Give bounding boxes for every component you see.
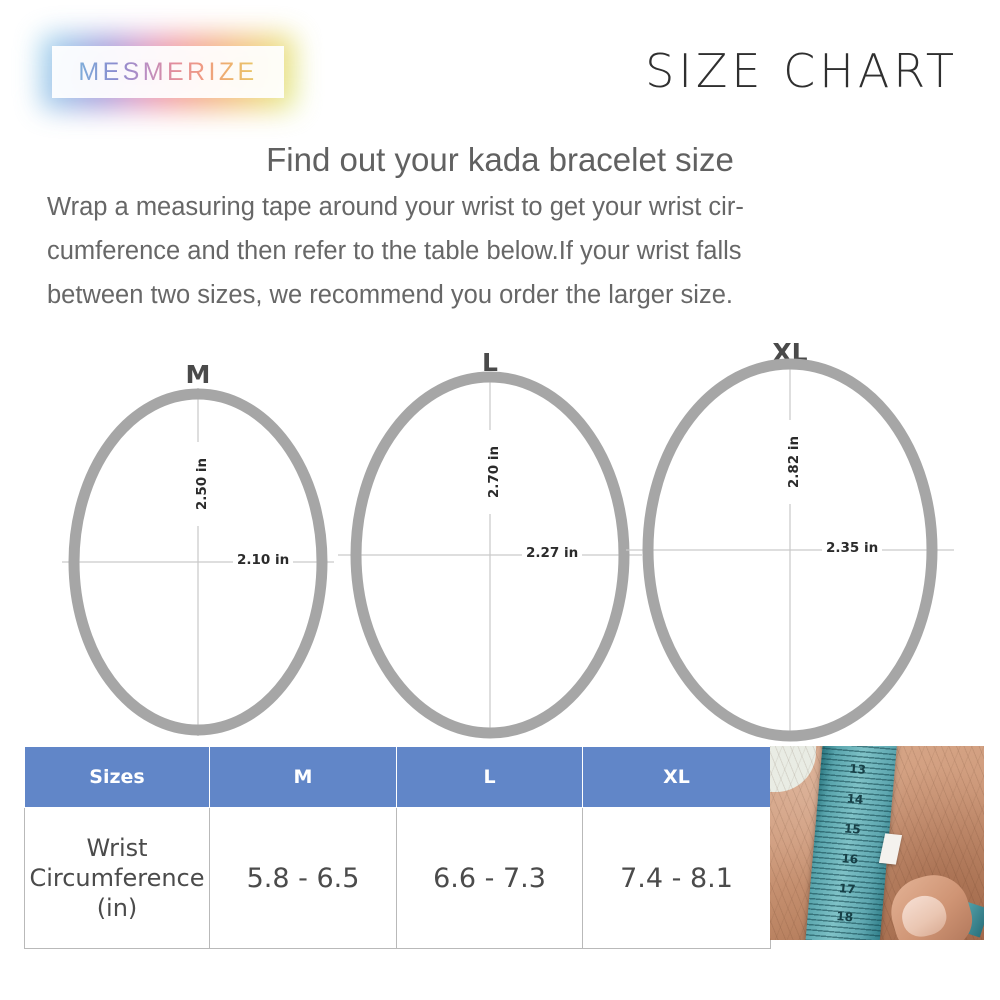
table-row-label-line-1: Wrist (86, 834, 148, 862)
intro-section: Find out your kada bracelet size Wrap a … (0, 140, 1000, 318)
logo-plate (52, 46, 284, 98)
size-table: Sizes M L XL Wrist Circumference (in) 5.… (24, 746, 771, 949)
table-header-l: L (396, 746, 583, 808)
table-row: Wrist Circumference (in) 5.8 - 6.5 6.6 -… (24, 807, 771, 949)
intro-line-3: between two sizes, we recommend you orde… (47, 280, 733, 309)
size-diagram-l: L 2.70 in 2.27 in (330, 348, 650, 742)
table-header-row: Sizes M L XL (24, 746, 771, 808)
size-diagram-l-width-label: 2.27 in (522, 545, 583, 561)
size-diagram-m-height-label: 2.50 in (192, 442, 212, 526)
size-diagram-xl-width-label: 2.35 in (822, 540, 883, 556)
table-header-sizes: Sizes (24, 746, 210, 808)
page-header: MESMERIZE SIZE CHART (0, 0, 1000, 130)
intro-line-1: Wrap a measuring tape around your wrist … (47, 192, 744, 221)
table-header-m: M (209, 746, 397, 808)
size-diagram-m: M 2.50 in 2.10 in (48, 352, 348, 742)
size-diagram-l-shape (338, 371, 642, 739)
table-cell-xl-value: 7.4 - 8.1 (582, 807, 771, 949)
table-row-label-line-3: (in) (96, 894, 138, 922)
table-row-label: Wrist Circumference (in) (24, 807, 210, 949)
size-diagram-xl: XL 2.82 in 2.35 in (620, 338, 960, 742)
table-cell-l-value: 6.6 - 7.3 (396, 807, 583, 949)
size-diagram-xl-shape (626, 358, 954, 742)
table-row-label-line-2: Circumference (29, 864, 205, 892)
table-cell-m-value: 5.8 - 6.5 (209, 807, 397, 949)
logo-wordmark: MESMERIZE (52, 46, 284, 98)
size-diagram-group: M 2.50 in 2.10 in L 2.70 in 2.27 in XL 2… (0, 338, 1000, 742)
wrist-measurement-photo: 13 14 15 16 17 18 (770, 746, 984, 940)
page-title: SIZE CHART (645, 44, 958, 98)
intro-paragraph: Wrap a measuring tape around your wrist … (47, 186, 953, 318)
size-diagram-l-height-label: 2.70 in (484, 430, 504, 514)
table-header-xl: XL (582, 746, 771, 808)
intro-line-2: cumference and then refer to the table b… (47, 236, 742, 265)
size-diagram-m-label: M (185, 360, 211, 389)
brand-logo: MESMERIZE (40, 34, 296, 110)
size-diagram-m-shape (62, 388, 334, 736)
size-diagram-l-label: L (482, 348, 498, 377)
size-diagram-m-width-label: 2.10 in (233, 552, 294, 568)
size-diagram-xl-height-label: 2.82 in (784, 420, 804, 504)
intro-heading: Find out your kada bracelet size (266, 141, 734, 178)
